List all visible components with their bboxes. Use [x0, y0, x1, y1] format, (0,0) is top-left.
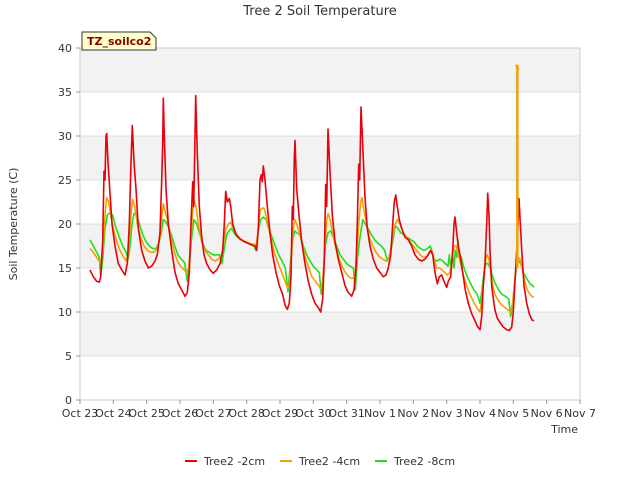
legend-label: Tree2 -4cm [298, 455, 360, 468]
chart-title: Tree 2 Soil Temperature [242, 4, 397, 19]
y-tick-label: 40 [58, 42, 72, 55]
y-tick-label: 5 [65, 350, 72, 363]
y-tick-label: 15 [58, 262, 72, 275]
x-tick-label: Nov 2 [397, 407, 429, 420]
x-tick-label: Oct 26 [162, 407, 199, 420]
y-tick-label: 20 [58, 218, 72, 231]
x-tick-label: Nov 6 [531, 407, 563, 420]
x-axis-label: Time [550, 423, 578, 436]
x-tick-label: Nov 4 [464, 407, 496, 420]
series-layer [89, 64, 535, 332]
series-line-tree2-4cm [89, 196, 534, 313]
dataset-badge: TZ_soilco2 [81, 31, 157, 51]
x-tick-label: Nov 5 [497, 407, 529, 420]
x-tick-label: Oct 27 [195, 407, 232, 420]
x-tick-label: Oct 30 [295, 407, 332, 420]
badge-box [81, 31, 157, 51]
x-tick-label: Oct 23 [62, 407, 99, 420]
series-line-tree2-8cm [89, 211, 535, 318]
series-spike-tip [514, 64, 520, 71]
x-tick-label: Oct 31 [328, 407, 365, 420]
x-tick-label: Nov 1 [364, 407, 396, 420]
x-tick-label: Oct 29 [262, 407, 299, 420]
x-tick-label: Nov 7 [564, 407, 596, 420]
legend-label: Tree2 -2cm [203, 455, 265, 468]
y-axis: 0 5 10 15 20 25 30 35 40 [58, 42, 80, 407]
y-tick-label: 25 [58, 174, 72, 187]
y-tick-label: 10 [58, 306, 72, 319]
legend: Tree2 -2cm Tree2 -4cm Tree2 -8cm [185, 455, 455, 468]
background-bands [80, 48, 580, 356]
legend-label: Tree2 -8cm [393, 455, 455, 468]
x-tick-label: Nov 3 [431, 407, 463, 420]
badge-label: TZ_soilco2 [87, 35, 151, 48]
x-tick-label: Oct 25 [128, 407, 165, 420]
x-tick-label: Oct 24 [95, 407, 132, 420]
y-tick-label: 0 [65, 394, 72, 407]
band [80, 48, 580, 92]
series-line-tree2-2cm [89, 94, 535, 332]
band [80, 312, 580, 356]
x-tick-label: Oct 28 [228, 407, 265, 420]
y-tick-label: 30 [58, 130, 72, 143]
y-tick-label: 35 [58, 86, 72, 99]
y-axis-label: Soil Temperature (C) [7, 168, 20, 281]
